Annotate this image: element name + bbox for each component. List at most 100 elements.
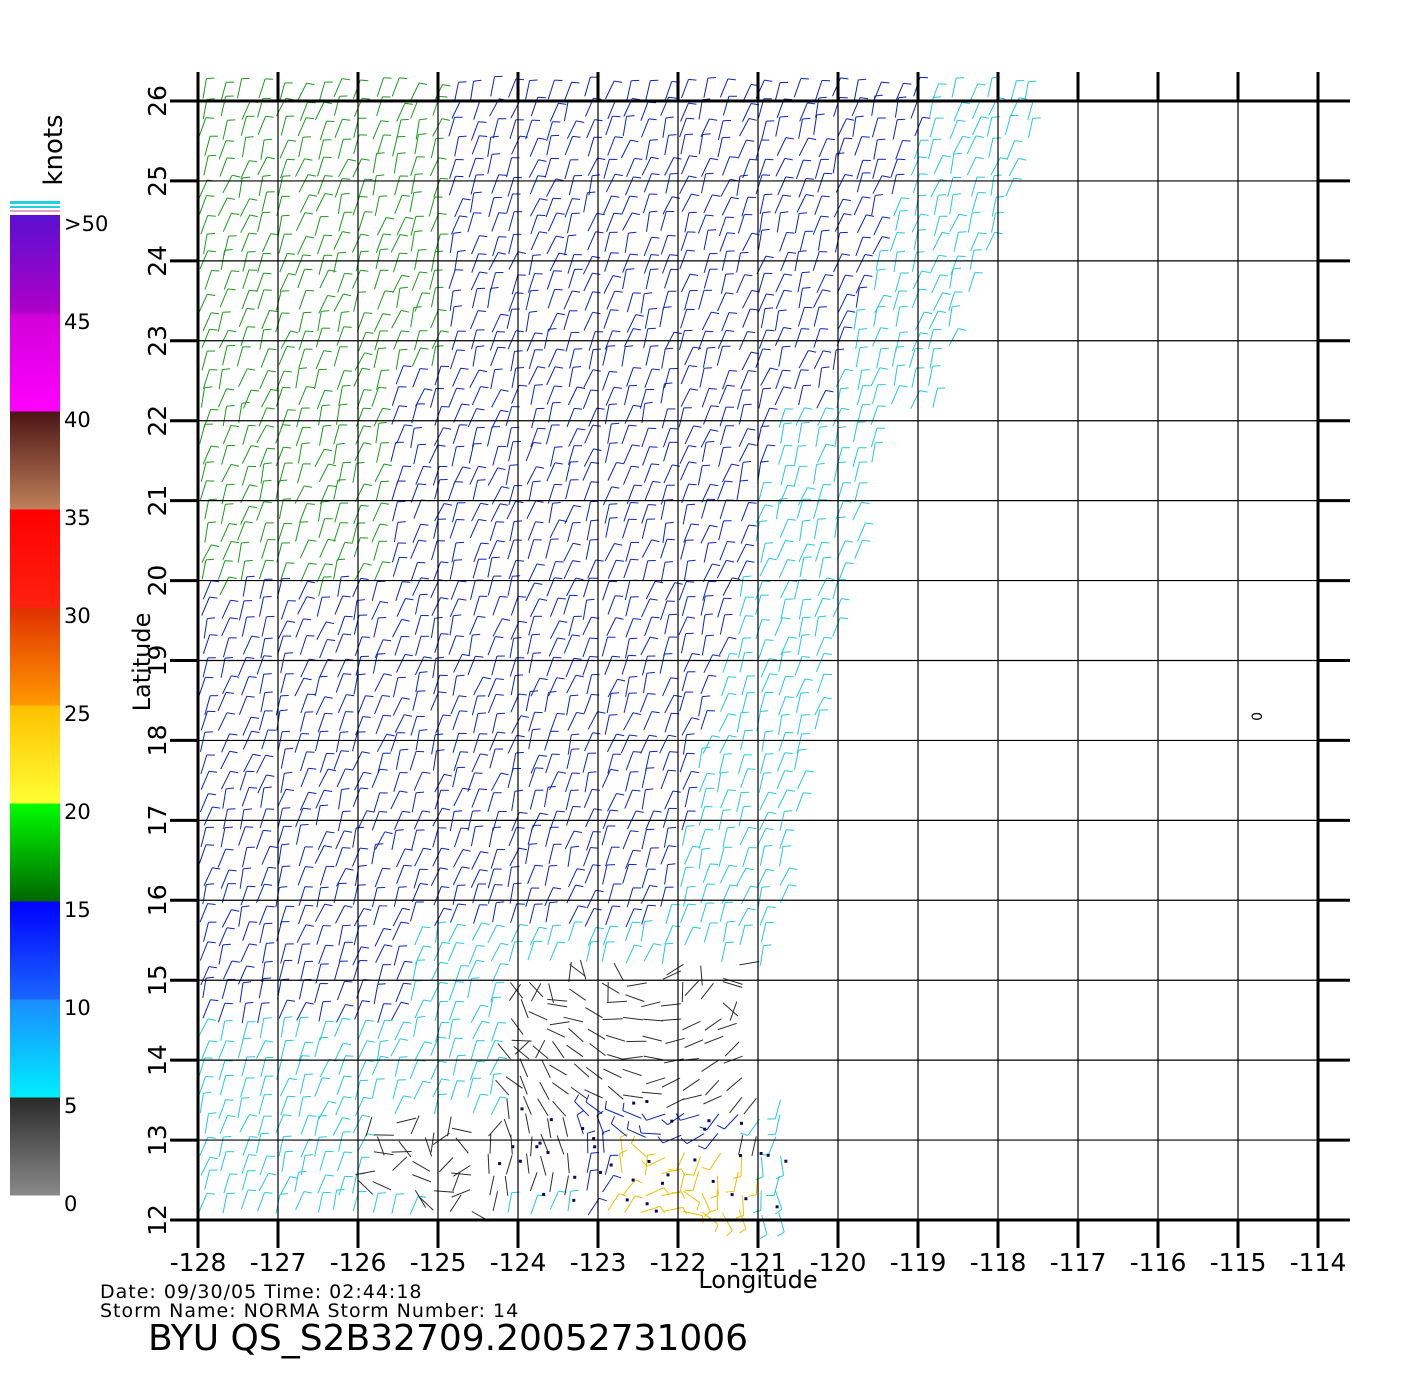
wind-barb	[410, 82, 420, 102]
wind-barb	[547, 289, 556, 309]
wind-barb	[621, 425, 630, 445]
wind-barb	[703, 1095, 722, 1105]
wind-barb-flag	[899, 305, 908, 308]
wind-barb	[928, 366, 933, 386]
wind-barb	[316, 621, 327, 640]
wind-barb	[300, 658, 310, 678]
wind-barb-flag	[846, 118, 855, 121]
wind-barb	[414, 250, 419, 270]
wind-barb-flag	[282, 865, 291, 867]
wind-barb	[605, 518, 611, 538]
wind-barb-flag	[455, 635, 464, 637]
longitude-tick-label: -120	[810, 1248, 867, 1277]
wind-barb-flag	[785, 731, 794, 734]
wind-barb-flag	[746, 139, 755, 142]
wind-barb	[488, 197, 495, 218]
wind-barb	[623, 502, 631, 522]
wind-barb	[278, 999, 288, 1019]
wind-barb-flag	[283, 370, 292, 373]
wind-barb-flag	[941, 231, 950, 235]
wind-barb-flag	[243, 808, 252, 811]
wind-barb	[626, 158, 635, 177]
wind-barb	[774, 386, 784, 406]
wind-barb-flag	[343, 293, 352, 297]
wind-barb-flag	[728, 676, 737, 678]
wind-barb	[951, 77, 957, 98]
wind-barb-flag	[279, 709, 288, 712]
wind-barb	[720, 273, 727, 294]
wind-barb	[428, 196, 436, 217]
wind-barb	[817, 407, 827, 427]
wind-barb	[526, 332, 536, 352]
wind-barb-flag	[403, 1021, 412, 1024]
colorbar-tick-label: 10	[64, 996, 91, 1020]
wind-barb-flag	[287, 999, 296, 1002]
wind-barb	[413, 771, 423, 791]
wind-barb	[511, 368, 517, 388]
wind-barb	[430, 287, 436, 308]
wind-barb	[412, 960, 418, 981]
wind-barb	[870, 427, 878, 448]
wind-barb-flag	[459, 710, 468, 712]
wind-barb	[932, 388, 938, 408]
wind-barb	[873, 139, 878, 160]
wind-barb	[563, 82, 573, 102]
wind-barb	[411, 271, 420, 291]
wind-barb	[911, 367, 917, 388]
wind-barb	[280, 116, 287, 136]
wind-barb-flag	[752, 1210, 761, 1214]
wind-barb-flag	[862, 539, 871, 542]
wind-barb	[278, 1136, 284, 1157]
wind-barb	[318, 255, 325, 275]
wind-barb	[221, 909, 232, 928]
wind-barb	[505, 1155, 513, 1175]
wind-barb-flag	[461, 403, 470, 406]
wind-barb-flag	[344, 370, 353, 372]
wind-barb-flag	[784, 157, 793, 161]
wind-barb	[237, 542, 242, 563]
wind-barb-flag	[399, 348, 408, 351]
colorbar-tick-label: 20	[64, 800, 91, 824]
wind-barb-flag	[609, 503, 618, 505]
wind-barb	[602, 1132, 605, 1153]
wind-barb	[222, 406, 228, 426]
wind-barb	[354, 442, 364, 462]
longitude-tick-label: -117	[1050, 1248, 1107, 1277]
wind-barb	[243, 753, 254, 773]
wind-barb-flag	[864, 254, 873, 257]
wind-barb	[645, 346, 651, 366]
wind-barb-flag	[263, 596, 272, 598]
wind-barb	[742, 103, 752, 122]
wind-barb	[473, 100, 481, 120]
wind-barb-flag	[762, 387, 772, 390]
wind-barb	[585, 1007, 603, 1019]
wind-barb	[469, 369, 480, 388]
wind-barb	[374, 831, 386, 850]
wind-barb-flag	[897, 158, 906, 161]
wind-barb	[679, 1172, 685, 1193]
wind-barb	[837, 293, 848, 313]
wind-barb-flag	[536, 466, 545, 469]
wind-barb-flag	[978, 232, 987, 235]
wind-barb-flag	[808, 350, 817, 353]
wind-barb-flag	[879, 367, 888, 370]
wind-barb	[203, 922, 209, 942]
wind-barb	[392, 697, 403, 716]
wind-barb	[545, 198, 554, 218]
wind-barb-flag	[418, 1195, 427, 1198]
wind-barb	[371, 581, 378, 601]
wind-barb	[393, 887, 400, 907]
wind-barb	[428, 444, 439, 464]
wind-barb	[568, 445, 575, 466]
wind-barb-flag	[784, 770, 793, 773]
wind-barb	[895, 332, 901, 353]
wind-barb	[240, 160, 250, 179]
wind-barb	[719, 902, 726, 922]
wind-barb	[453, 403, 463, 423]
wind-barb	[298, 290, 307, 310]
rain-flag-dot	[511, 1145, 515, 1149]
wind-barb	[470, 580, 476, 600]
wind-barb	[775, 158, 786, 177]
wind-barb-flag	[539, 926, 547, 930]
wind-barb	[566, 749, 572, 769]
